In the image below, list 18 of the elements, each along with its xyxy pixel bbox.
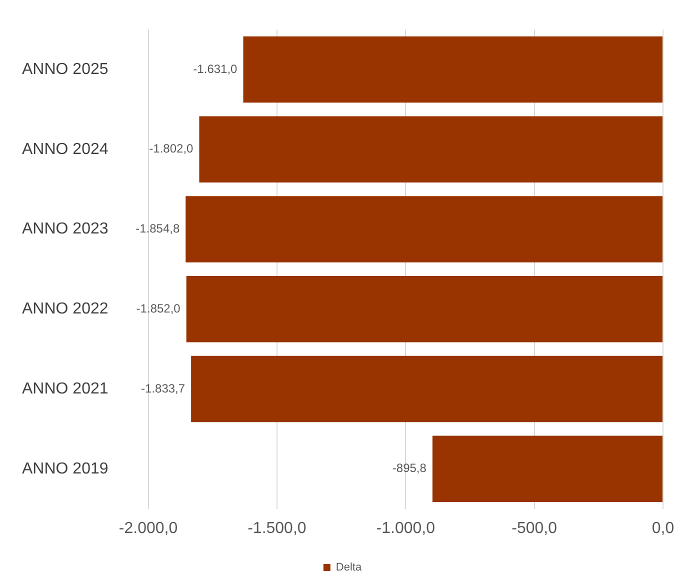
y-tick-label: ANNO 2023: [22, 220, 108, 238]
y-tick-label: ANNO 2019: [22, 460, 108, 478]
data-label: -1.631,0: [193, 62, 238, 76]
data-label: -1.852,0: [136, 301, 181, 316]
y-tick-label: ANNO 2024: [22, 140, 108, 158]
x-tick-label: -500,0: [512, 520, 558, 537]
data-label: -1.833,7: [141, 381, 186, 396]
data-label: -895,8: [392, 461, 427, 476]
legend-label: Delta: [336, 562, 362, 574]
x-tick-label: 0,0: [652, 520, 674, 537]
y-tick-label: ANNO 2022: [22, 300, 108, 318]
x-tick-label: -1.000,0: [376, 520, 436, 537]
y-tick-label: ANNO 2025: [22, 60, 108, 78]
x-tick-label: -1.500,0: [248, 520, 306, 537]
data-label: -1.854,8: [136, 222, 180, 236]
y-tick-label: ANNO 2021: [22, 380, 108, 398]
x-tick-label: -2.000,0: [118, 520, 178, 537]
data-label: -1.802,0: [149, 142, 194, 156]
